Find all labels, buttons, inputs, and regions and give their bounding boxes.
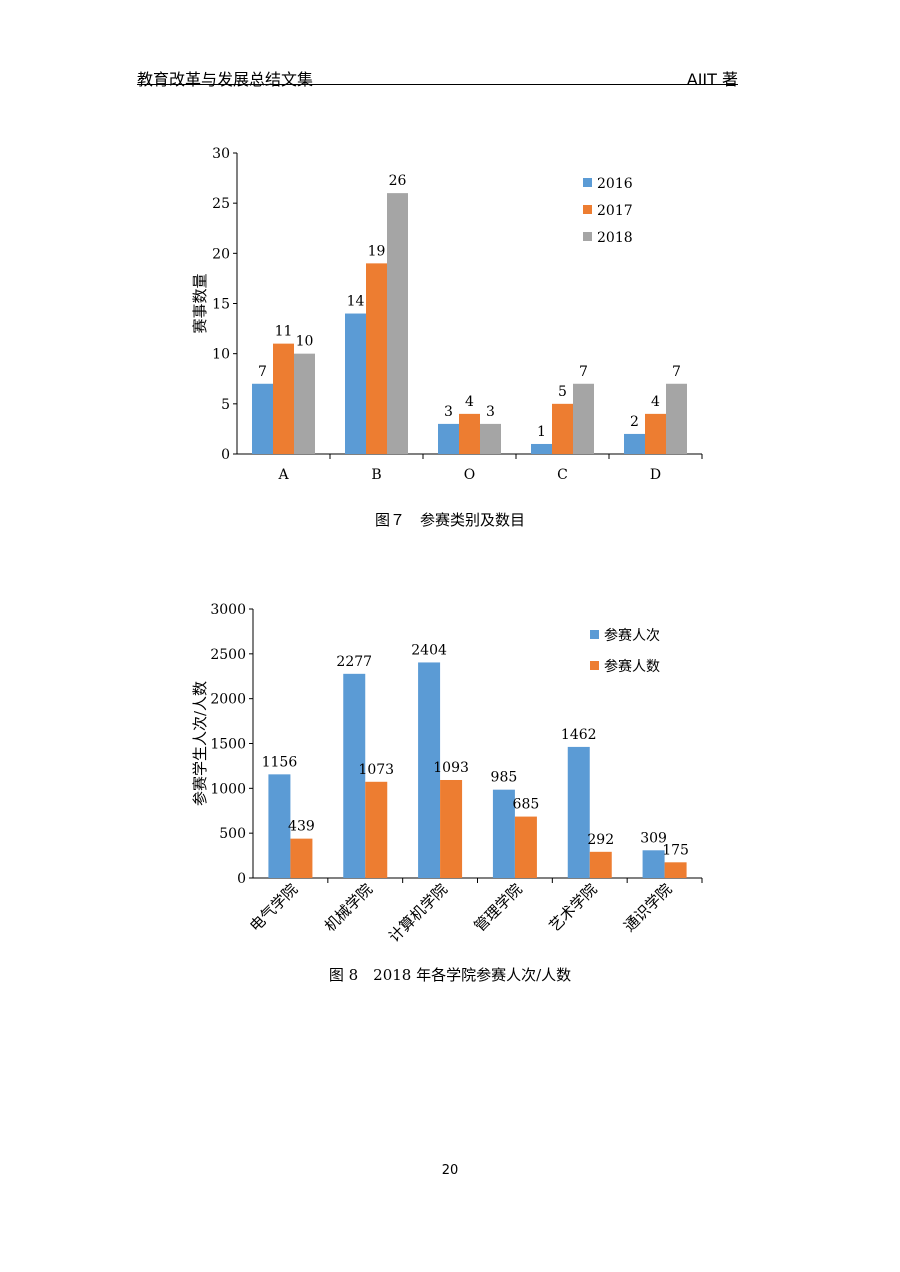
data-label: 10 [296,334,314,350]
y-tick-label: 0 [237,871,246,887]
y-tick-label: 500 [219,826,246,842]
x-tick-label: 艺术学院 [545,880,600,935]
legend-swatch [590,661,599,670]
bar [642,850,665,878]
page-number: 20 [441,1163,459,1178]
bar [624,433,645,454]
y-tick-label: 2000 [210,692,246,708]
y-tick-label: 1500 [210,737,246,753]
bar [290,838,313,878]
bar [268,774,291,878]
y-tick-label: 30 [212,146,230,162]
data-label: 3 [444,404,453,420]
bar [531,443,552,454]
data-label: 1093 [433,760,469,776]
bar [440,779,463,878]
data-label: 4 [465,394,474,410]
data-label: 1073 [358,762,394,778]
bar [294,353,315,454]
legend-label: 参赛人次 [604,627,660,644]
y-tick-label: 15 [212,297,230,313]
bar [418,662,441,878]
bar [387,193,408,454]
x-tick-label: B [371,467,381,483]
bar [273,343,294,454]
bar [492,789,515,878]
bar [345,313,366,454]
bar [664,862,687,878]
figure8-caption: 图 8 2018 年各学院参赛人次/人数 [328,966,572,984]
header-title: 教育改革与发展总结文集 [137,70,314,89]
data-label: 2 [630,414,639,430]
bar [573,383,594,454]
data-label: 309 [640,830,667,846]
bar [645,413,666,454]
y-tick-label: 20 [212,246,230,262]
data-label: 685 [513,797,540,813]
legend-swatch [583,205,592,214]
data-label: 2277 [336,654,372,670]
bar [252,383,273,454]
data-label: 11 [275,324,293,340]
data-label: 292 [587,832,614,848]
y-tick-label: 5 [221,397,230,413]
figure7-caption: 图７ 参赛类别及数目 [374,511,525,529]
x-tick-label: A [277,467,289,483]
chart-competition-categories: 051015202530赛事数量71110A141926B343O157C247… [191,146,703,483]
data-label: 7 [258,364,267,380]
x-tick-label: 管理学院 [471,880,526,935]
bar [480,423,501,454]
data-label: 985 [491,770,518,786]
legend-label: 参赛人数 [604,658,660,675]
data-label: 2404 [411,642,447,658]
legend-swatch [583,232,592,241]
data-label: 1156 [262,754,298,770]
bar [343,673,366,878]
bar [438,423,459,454]
x-tick-label: D [650,467,661,483]
x-tick-label: 计算机学院 [385,880,451,946]
data-label: 1 [537,424,546,440]
y-tick-label: 10 [212,347,230,363]
legend-swatch [583,178,592,187]
data-label: 14 [347,294,365,310]
bar [666,383,687,454]
data-label: 439 [288,819,315,835]
bar [567,746,590,878]
bar [589,851,612,878]
x-tick-label: 机械学院 [321,880,376,935]
header-rule [137,84,738,85]
legend-label: 2018 [597,230,633,246]
legend-label: 2017 [597,203,633,219]
bar [365,781,388,878]
legend-swatch [590,630,599,639]
bar [459,413,480,454]
y-tick-label: 1000 [210,781,246,797]
y-tick-label: 3000 [210,602,246,618]
y-axis-label: 赛事数量 [191,273,209,333]
data-label: 3 [486,404,495,420]
data-label: 26 [389,173,407,189]
x-tick-label: C [557,467,568,483]
bar [552,403,573,454]
data-label: 4 [651,394,660,410]
bar [366,263,387,454]
chart-college-participation: 0 500 1000 1500 2000 2500 3000 参赛学生人次/人数 1156 439… [191,602,703,946]
y-axis-label: 参赛学生人次/人数 [191,681,209,806]
x-tick-label: O [464,467,475,483]
x-tick-label: 通识学院 [620,880,675,935]
data-label: 1462 [561,727,597,743]
data-label: 7 [672,364,681,380]
data-label: 7 [579,364,588,380]
data-label: 5 [558,384,567,400]
data-label: 19 [368,243,386,259]
y-tick-label: 0 [221,447,230,463]
legend-label: 2016 [597,176,633,192]
header-author: AIIT 著 [686,70,738,89]
y-tick-label: 25 [212,196,230,212]
y-tick-label: 2500 [210,647,246,663]
data-label: 175 [662,842,689,858]
bar [514,816,537,878]
x-tick-label: 电气学院 [246,880,301,935]
